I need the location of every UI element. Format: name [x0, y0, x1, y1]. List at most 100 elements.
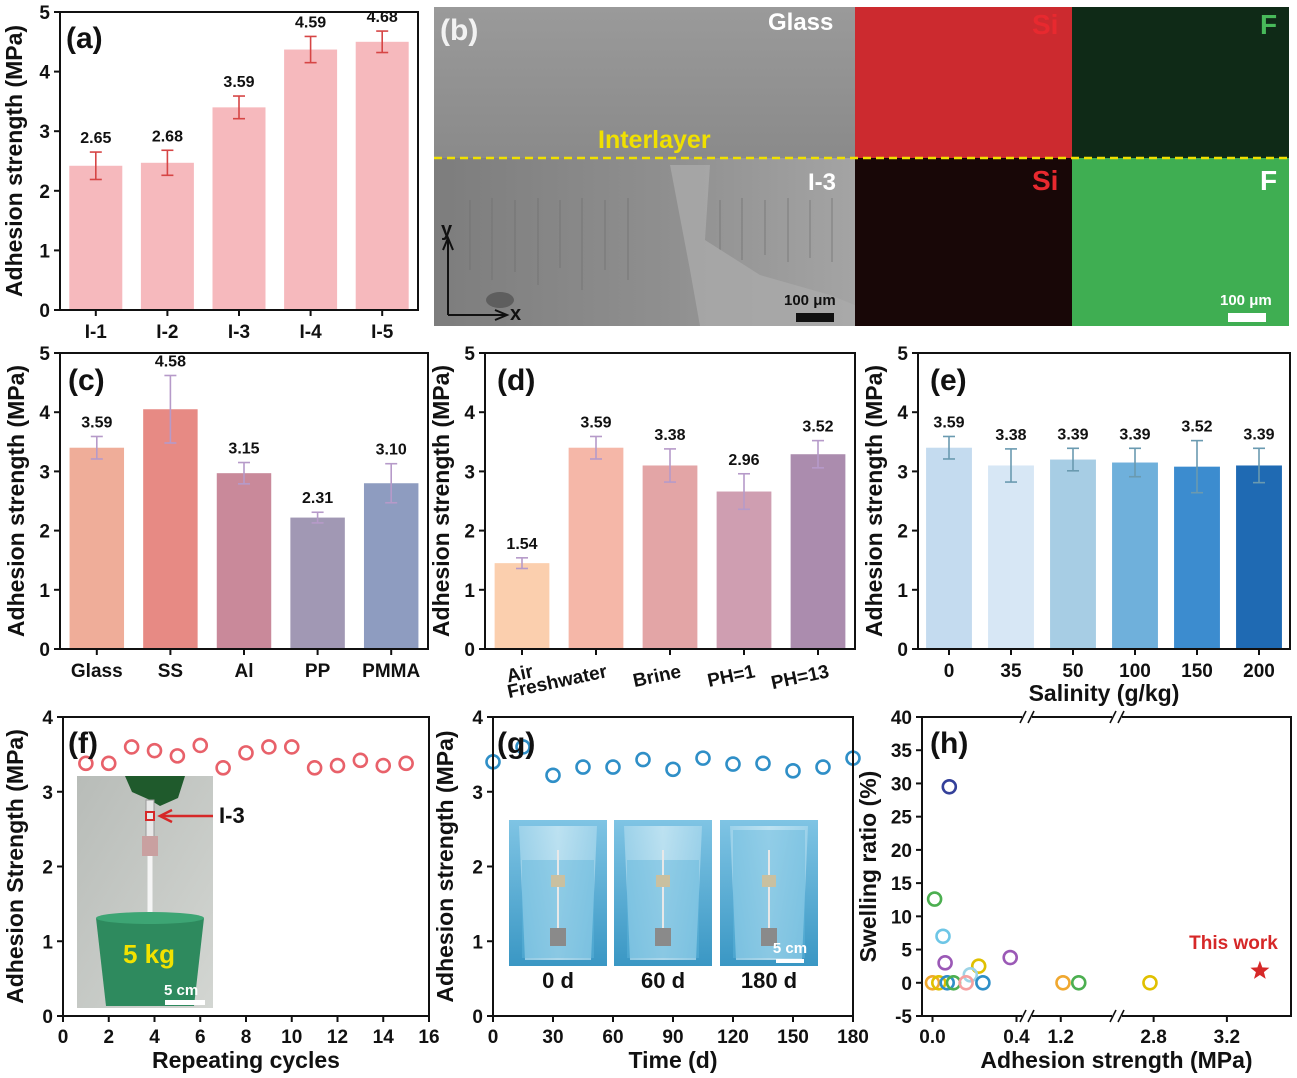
chart-h-ytick-label: 15: [891, 874, 913, 895]
bucket: [96, 918, 204, 1006]
specimen-marker: [145, 811, 155, 821]
chart-f-point: [238, 745, 254, 761]
chart-a-ylabel: Adhesion strength (MPa): [1, 25, 27, 297]
chart-e-value-label: 3.39: [1243, 426, 1274, 443]
chart-e-category-label: 35: [1000, 661, 1022, 682]
chart-g-point: [815, 759, 831, 775]
chart-h-ytick-label: 10: [891, 907, 912, 928]
pointer-arrow-head: [157, 808, 173, 824]
chart-f-ytick-label: 3: [42, 783, 53, 804]
chart-a-bar: [212, 107, 266, 310]
chart-e-bar: [926, 447, 972, 649]
scalebar-map-label: 100 μm: [1220, 292, 1272, 309]
chart-g-xtick-label: 30: [542, 1027, 563, 1048]
panel-b: (b) Glass Interlayer I-3 Si F Si F y x 1…: [434, 7, 1289, 326]
chart-a-ytick-label: 0: [39, 301, 50, 322]
chart-g-xtick-label: 180: [837, 1027, 869, 1048]
chart-f-point: [169, 748, 186, 764]
chart-e-category-label: 50: [1062, 661, 1083, 682]
chart-a-bar: [284, 49, 338, 310]
weight-label: 5 kg: [123, 939, 175, 969]
chart-a-value-label: 4.68: [367, 9, 398, 26]
photo-g-scalebar-label: 5 cm: [773, 940, 807, 957]
chart-g-xtick-label: 150: [777, 1027, 809, 1048]
scalebar-sem-label: 100 μm: [784, 292, 836, 309]
chart-d-ytick-label: 4: [464, 403, 475, 424]
chart-h-ytick-label: -5: [895, 1007, 912, 1028]
eds-f-top: [1072, 7, 1289, 158]
chart-a-value-label: 2.68: [152, 128, 183, 145]
chart-d-ylabel: Adhesion strength (MPa): [428, 365, 454, 637]
chart-g-point: [785, 763, 801, 779]
chart-e-value-label: 3.59: [933, 414, 964, 431]
scalebar-map: [1228, 313, 1266, 322]
photo-time-label: 0 d: [542, 968, 574, 993]
chart-g-xlabel: Time (d): [628, 1047, 717, 1073]
chart-d-value-label: 1.54: [506, 536, 537, 553]
chart-h-point: [962, 967, 979, 983]
chart-h-letter: (h): [930, 727, 968, 760]
weight: [655, 928, 671, 946]
chart-f-ytick-label: 2: [42, 858, 53, 879]
chart-a-category-label: I-3: [228, 322, 250, 343]
chart-d-ytick-label: 2: [464, 522, 475, 543]
chart-h-point: [941, 778, 958, 795]
chart-f-xtick-label: 2: [103, 1027, 114, 1048]
chart-e: 0 1 2 3 4 5 3.59 0 3.38 35 3.39 50 3.39 100 3.52 150 3.3…: [861, 344, 1291, 706]
chart-g-point: [605, 759, 621, 775]
sem-glass-region: [434, 7, 855, 158]
beaker-photo: [720, 820, 818, 966]
chart-h-axis-break: [1109, 710, 1117, 724]
chart-d-value-label: 3.52: [802, 419, 833, 436]
chart-h-point: [935, 928, 951, 945]
chart-c-value-label: 2.31: [302, 490, 333, 507]
chart-f-frame: [62, 716, 430, 1017]
specimen-clamp: [551, 875, 565, 887]
chart-f-point: [352, 752, 369, 769]
chart-h-axis-break: [1109, 1009, 1117, 1023]
chart-f-xtick-label: 6: [195, 1027, 206, 1048]
chart-e-bar: [1112, 462, 1158, 649]
chart-c-ytick-label: 0: [39, 640, 50, 661]
chart-h-axis-break: [1019, 710, 1027, 724]
chart-h-ytick-label: 20: [891, 841, 912, 862]
eds-f-bottom: [1072, 158, 1289, 326]
chart-f-xtick-label: 12: [327, 1027, 348, 1048]
photo-scalebar: [165, 1000, 205, 1005]
chart-e-bar: [1174, 466, 1220, 649]
chart-h-point: [970, 958, 987, 974]
chart-f-xtick-label: 8: [241, 1027, 252, 1048]
chart-c-category-label: Al: [235, 661, 254, 682]
chart-d-category-label: Brine: [631, 661, 683, 692]
sem-particle: [486, 292, 514, 308]
chart-a-bar: [355, 41, 409, 311]
chart-f-point: [192, 737, 209, 754]
chart-g-xtick-label: 120: [717, 1027, 749, 1048]
chart-a-ytick-label: 4: [39, 63, 50, 84]
chart-a-category-label: I-4: [300, 322, 323, 343]
chart-d-ytick-label: 1: [464, 581, 475, 602]
chart-c-category-label: SS: [158, 661, 183, 682]
scalebar-sem: [796, 313, 834, 322]
chart-h-point: [1002, 949, 1019, 966]
chart-d-value-label: 3.38: [654, 427, 685, 444]
chart-d-ytick-label: 0: [464, 640, 475, 661]
chart-h-ytick-label: 40: [891, 708, 912, 729]
chart-h-point: [924, 974, 941, 991]
chart-f-point: [306, 760, 323, 776]
glass-label: Glass: [768, 9, 833, 36]
chart-g-ytick-label: 4: [472, 708, 483, 729]
chart-e-bar: [1236, 465, 1282, 649]
chart-h-point: [1055, 974, 1071, 991]
axis-y-label: y: [441, 219, 453, 241]
chart-c-bar: [216, 473, 272, 649]
chart-d-bar: [642, 465, 698, 649]
chart-h-xtick-label: 0.4: [1003, 1027, 1030, 1048]
panel-g-photos: 0 d 60 d 180 d 5 cm: [509, 820, 818, 993]
chart-c-ylabel: Adhesion strength (MPa): [3, 365, 29, 637]
chart-f-point: [375, 757, 392, 774]
chart-f-ytick-label: 4: [42, 708, 53, 729]
chart-c: 0 1 2 3 4 5 3.59 Glass 4.58 SS 3.15 Al 2.31 PP 3.10 PMM…: [3, 344, 429, 682]
chart-a-ytick-label: 5: [39, 3, 50, 24]
chart-c-value-label: 4.58: [155, 353, 186, 370]
